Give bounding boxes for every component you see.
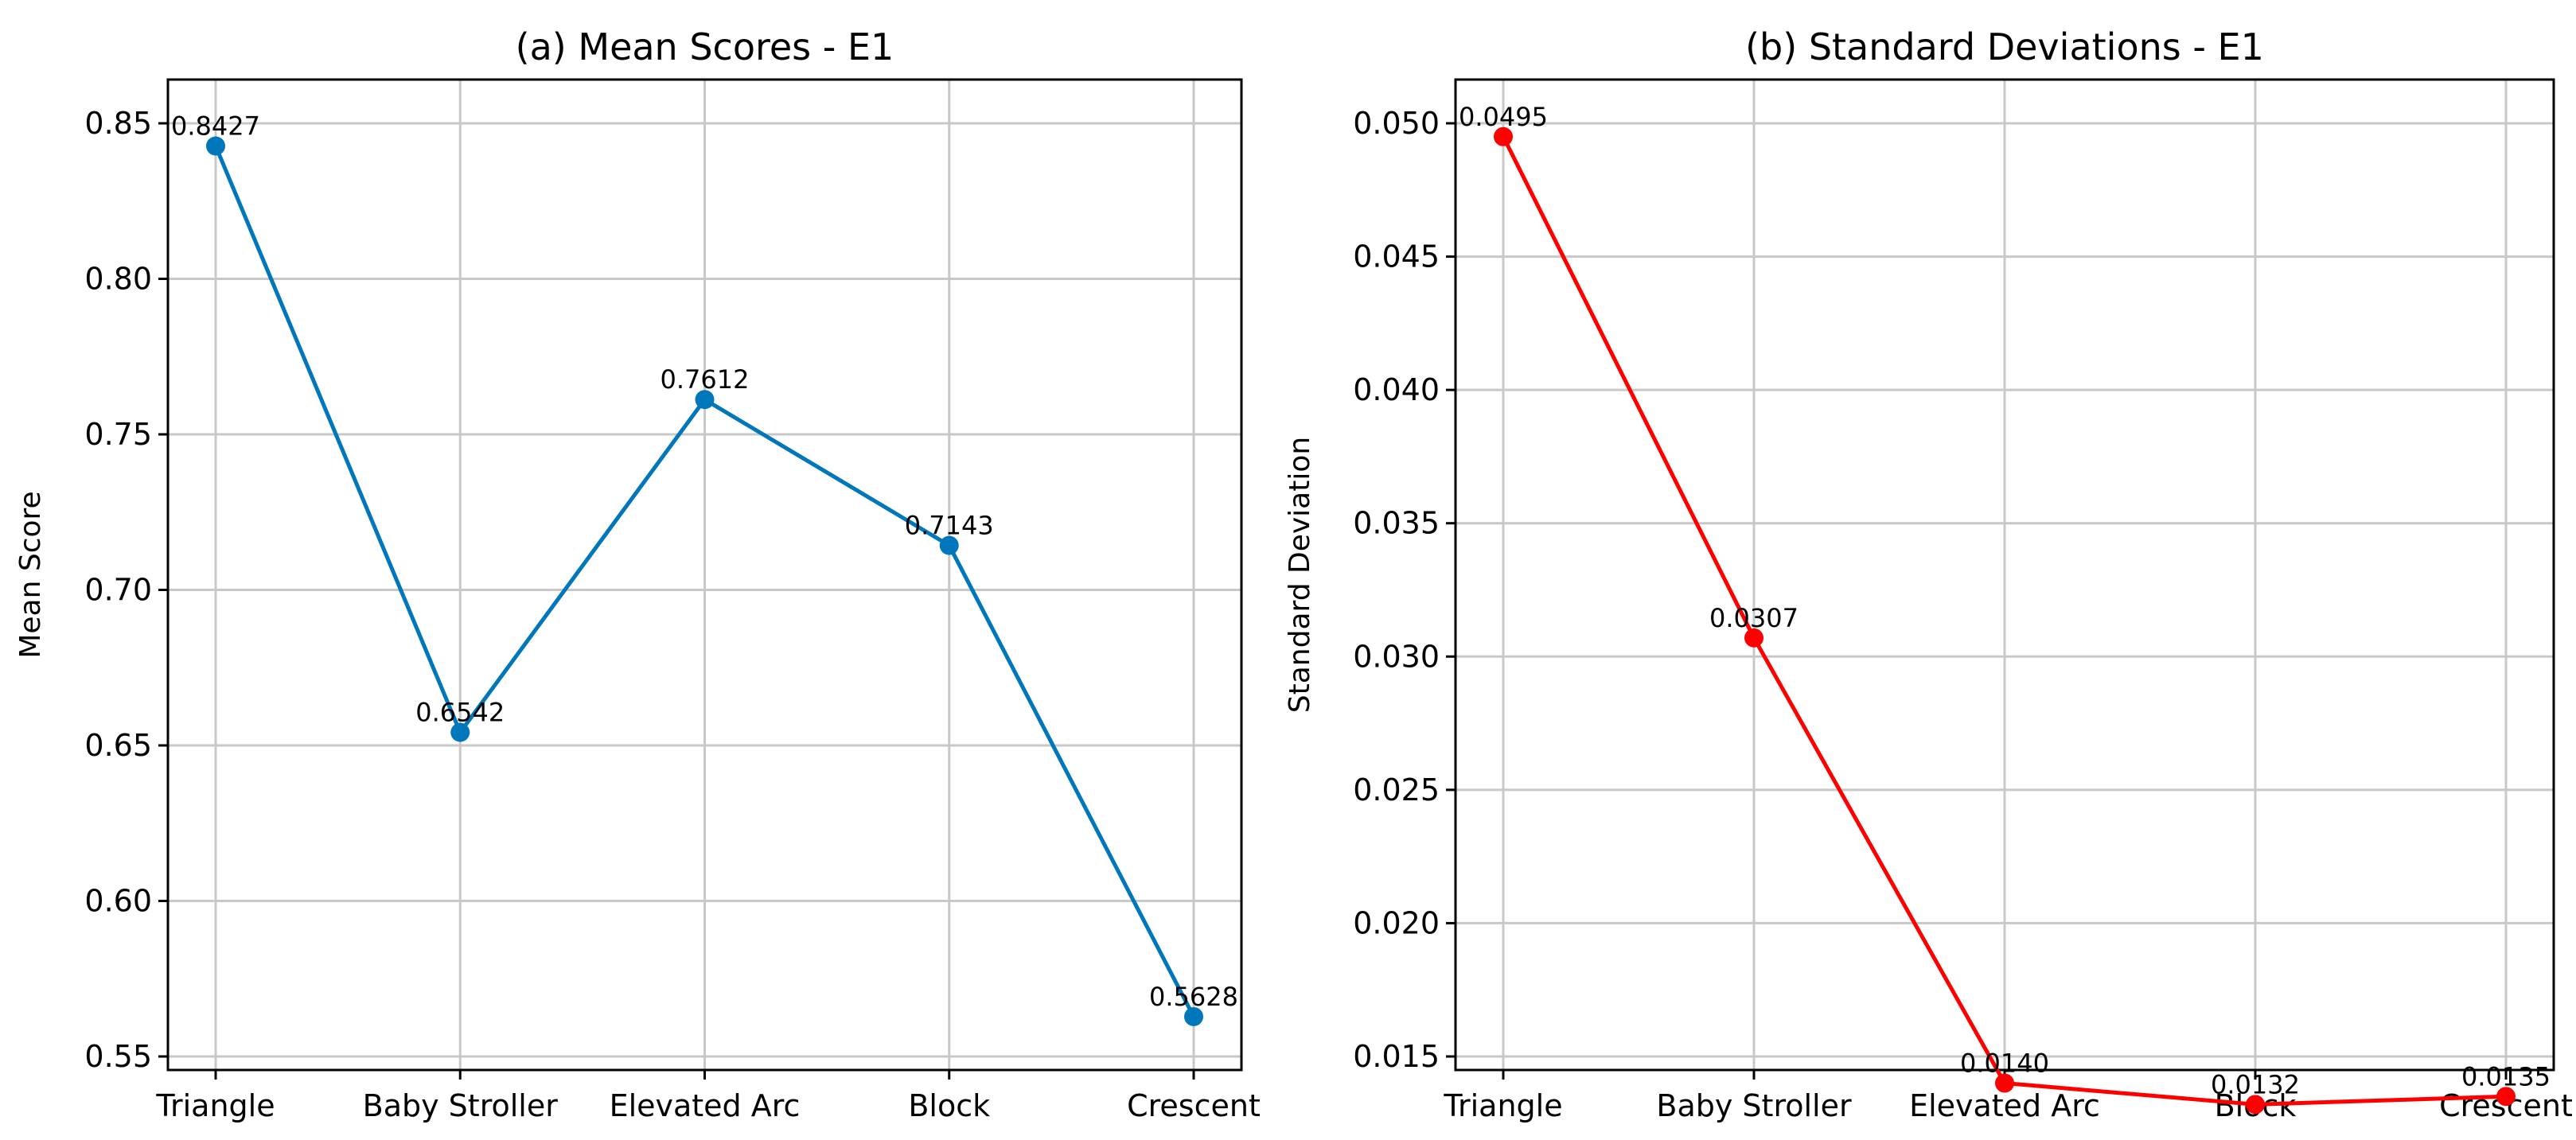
x-tick-label: Elevated Arc: [610, 1088, 801, 1123]
data-label: 0.0140: [1960, 1049, 2049, 1079]
standard-deviations-chart: 0.015 0.020 0.025 0.030 0.035 0.040 0.045 0.050…: [1284, 25, 2573, 1123]
data-label: 0.5628: [1149, 982, 1238, 1012]
y-tick-label: 0.020: [1353, 905, 1440, 940]
data-label: 0.0135: [2461, 1061, 2551, 1091]
y-tick-label: 0.80: [84, 262, 152, 297]
data-label: 0.7143: [905, 511, 994, 541]
x-tick-label: Elevated Arc: [1909, 1088, 2100, 1123]
y-tick-label: 0.65: [84, 728, 152, 763]
chart-title: (a) Mean Scores - E1: [516, 25, 894, 68]
data-point: [2496, 1087, 2516, 1107]
data-point: [2246, 1095, 2265, 1115]
y-tick-label: 0.70: [84, 573, 152, 608]
data-point: [1995, 1073, 2014, 1093]
y-tick-label: 0.55: [84, 1039, 152, 1074]
data-point: [1744, 628, 1763, 648]
data-label: 0.6542: [415, 698, 505, 728]
y-tick-label: 0.040: [1353, 372, 1440, 407]
y-tick-label: 0.60: [84, 884, 152, 919]
x-tick-label: Block: [908, 1088, 990, 1123]
data-label: 0.7612: [661, 364, 750, 395]
y-tick-label: 0.75: [84, 417, 152, 452]
y-tick-label: 0.025: [1353, 772, 1440, 807]
data-point: [695, 390, 715, 410]
y-tick-label: 0.015: [1353, 1039, 1440, 1074]
x-tick-label: Baby Stroller: [363, 1088, 559, 1123]
y-tick-label: 0.030: [1353, 639, 1440, 674]
data-label: 0.0132: [2211, 1069, 2300, 1099]
data-label: 0.0495: [1459, 102, 1548, 132]
chart-title: (b) Standard Deviations - E1: [1745, 25, 2264, 68]
x-tick-label: Baby Stroller: [1656, 1088, 1852, 1123]
data-point: [450, 722, 470, 742]
data-point: [206, 136, 225, 156]
y-axis-label: Mean Score: [14, 491, 47, 658]
data-point: [1494, 126, 1513, 146]
y-tick-label: 0.035: [1353, 506, 1440, 541]
y-tick-label: 0.85: [84, 106, 152, 141]
x-tick-label: Triangle: [155, 1088, 275, 1123]
data-point: [1184, 1006, 1203, 1026]
data-point: [939, 535, 959, 555]
mean-scores-chart: 0.55 0.60 0.65 0.70 0.75 0.80 0.85 Triangle Baby…: [14, 25, 1261, 1123]
y-axis-label: Standard Deviation: [1284, 437, 1316, 713]
x-tick-label: Crescent: [1127, 1088, 1261, 1123]
y-tick-label: 0.045: [1353, 239, 1440, 274]
data-label: 0.0307: [1709, 603, 1799, 633]
x-tick-label: Triangle: [1443, 1088, 1562, 1123]
y-tick-label: 0.050: [1353, 106, 1440, 141]
data-label: 0.8427: [171, 111, 260, 142]
